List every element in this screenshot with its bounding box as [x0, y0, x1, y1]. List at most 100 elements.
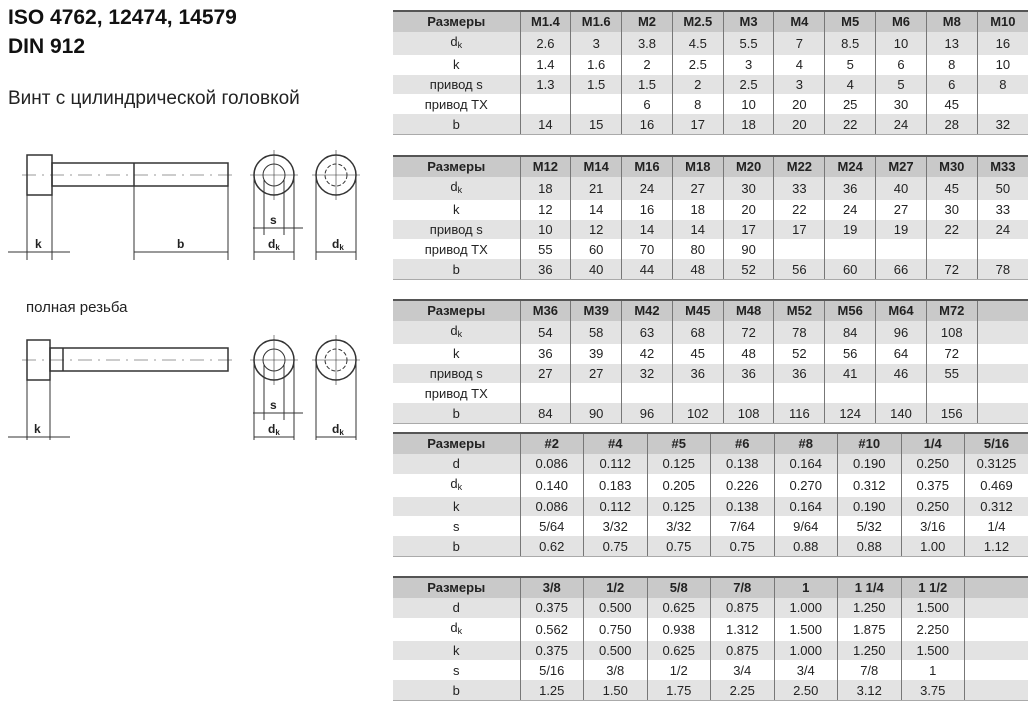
table-cell: 0.88: [837, 536, 901, 557]
table-cell: 0.75: [710, 536, 774, 557]
size-header: M48: [722, 299, 774, 321]
size-header: M52: [773, 299, 825, 321]
table-cell: 3/32: [583, 516, 647, 537]
table-header-row: Размеры M36 M39 M42 M45 M48 M52 M56 M64 M72: [393, 299, 1028, 321]
standard-title: ISO 4762, 12474, 14579: [8, 6, 237, 29]
size-header: M18: [671, 155, 724, 177]
table-cell: [925, 383, 978, 404]
table-cell: 60: [824, 259, 876, 280]
table-cell: 27: [671, 176, 724, 200]
table-row: dk 0.562 0.750 0.938 1.312 1.500 1.875 2.250: [393, 617, 1028, 641]
table-cell: 36: [722, 363, 774, 384]
table-header-row: Размеры M12 M14 M16 M18 M20 M22 M24 M27 M30 M33: [393, 155, 1028, 177]
table-cell: 14: [671, 219, 724, 240]
table-cell: 8: [671, 94, 724, 115]
table-cell: 2: [671, 74, 724, 95]
row-label: b: [393, 536, 520, 557]
table-cell: 2.5: [671, 54, 724, 75]
table-cell: 1.6: [570, 54, 622, 75]
product-subtitle: Винт с цилиндрической головкой: [8, 88, 300, 109]
table-row: b 84 90 96 102 108 116 124 140 156: [393, 403, 1028, 424]
size-header: M20: [722, 155, 774, 177]
table-cell: 39: [570, 343, 622, 364]
table-cell: 21: [570, 176, 622, 200]
table-cell: [722, 383, 774, 404]
table-cell: 42: [621, 343, 673, 364]
table-cell: 12: [570, 219, 622, 240]
table-cell: 60: [570, 239, 622, 260]
table-cell: 1.25: [519, 680, 584, 701]
table-cell: 6: [621, 94, 673, 115]
table-row: b 1.25 1.50 1.75 2.25 2.50 3.12 3.75: [393, 680, 1028, 701]
size-header: M39: [570, 299, 622, 321]
table-cell: [671, 383, 724, 404]
row-label: привод TX: [424, 96, 488, 112]
size-table: Размеры M1.4 M1.6 M2 M2.5 M3 M4 M5 M6 M8 M10 dk 2.6 3…: [393, 10, 1028, 135]
table-cell: 3/4: [710, 660, 774, 681]
row-label: b: [393, 680, 520, 701]
table-cell: 17: [671, 114, 724, 135]
table-cell: [773, 383, 825, 404]
table-cell: 140: [875, 403, 927, 424]
table-cell: 55: [925, 363, 978, 384]
table-cell: 0.500: [583, 640, 647, 661]
table-cell: 27: [570, 363, 622, 384]
table-cell: 1.500: [900, 640, 965, 661]
table-cell: 0.125: [646, 496, 711, 517]
size-header: M2: [621, 10, 673, 32]
table-cell: 36: [773, 363, 825, 384]
size-header: M22: [773, 155, 825, 177]
table-cell: 72: [925, 259, 978, 280]
table-cell: 90: [722, 239, 774, 260]
size-header: M27: [875, 155, 927, 177]
table-cell: 0.75: [583, 536, 647, 557]
table-cell: [875, 383, 927, 404]
row-label: b: [393, 403, 520, 424]
dk-dimension-label: dk: [268, 422, 280, 437]
size-header: M12: [519, 155, 571, 177]
table-cell: 64: [875, 343, 927, 364]
table-cell: 0.88: [773, 536, 838, 557]
size-header: 1/4: [900, 432, 965, 454]
table-cell: 2.5: [722, 74, 774, 95]
row-label: k: [393, 496, 520, 517]
table-cell: 0.750: [583, 617, 647, 641]
table-cell: 3.8: [621, 31, 673, 55]
table-row: привод TX 6 8 10 20 25 30 45: [393, 94, 1028, 115]
table-cell: 8: [925, 54, 978, 75]
size-header: M14: [570, 155, 622, 177]
row-label: k: [393, 640, 520, 661]
row-label: s: [453, 518, 460, 534]
table-cell: 52: [722, 259, 774, 280]
table-cell: 22: [824, 114, 876, 135]
table-cell: 17: [722, 219, 774, 240]
table-row: b 36 40 44 48 52 56 60 66 72 78: [393, 259, 1028, 280]
table-cell: 1.500: [773, 617, 838, 641]
table-cell: 54: [519, 320, 571, 344]
table-header-row: Размеры #2 #4 #5 #6 #8 #10 1/4 5/16: [393, 432, 1028, 454]
table-cell: [976, 383, 1028, 404]
table-cell: 0.190: [837, 453, 901, 474]
table-row: dk 18 21 24 27 30 33 36 40 45 50: [393, 176, 1028, 200]
table-cell: 68: [671, 320, 724, 344]
size-header: M24: [824, 155, 876, 177]
table-row: k 1.4 1.6 2 2.5 3 4 5 6 8 10: [393, 54, 1028, 75]
table-row: k 36 39 42 45 48 52 56 64 72: [393, 343, 1028, 364]
table-cell: [519, 94, 571, 115]
table-cell: [570, 383, 622, 404]
size-header: M4: [773, 10, 825, 32]
table-cell: 0.625: [646, 597, 711, 618]
table-cell: 0.375: [900, 473, 965, 497]
size-header: #2: [519, 432, 584, 454]
table-cell: 36: [519, 259, 571, 280]
table-cell: [570, 94, 622, 115]
table-cell: 5/64: [519, 516, 584, 537]
table-cell: 1.875: [837, 617, 901, 641]
table-cell: 10: [875, 31, 927, 55]
table-cell: 0.183: [583, 473, 647, 497]
table-cell: 0.138: [710, 453, 774, 474]
table-cell: 1.12: [964, 536, 1028, 557]
size-header: #5: [646, 432, 711, 454]
table-cell: 45: [671, 343, 724, 364]
table-cell: 1/4: [964, 516, 1028, 537]
